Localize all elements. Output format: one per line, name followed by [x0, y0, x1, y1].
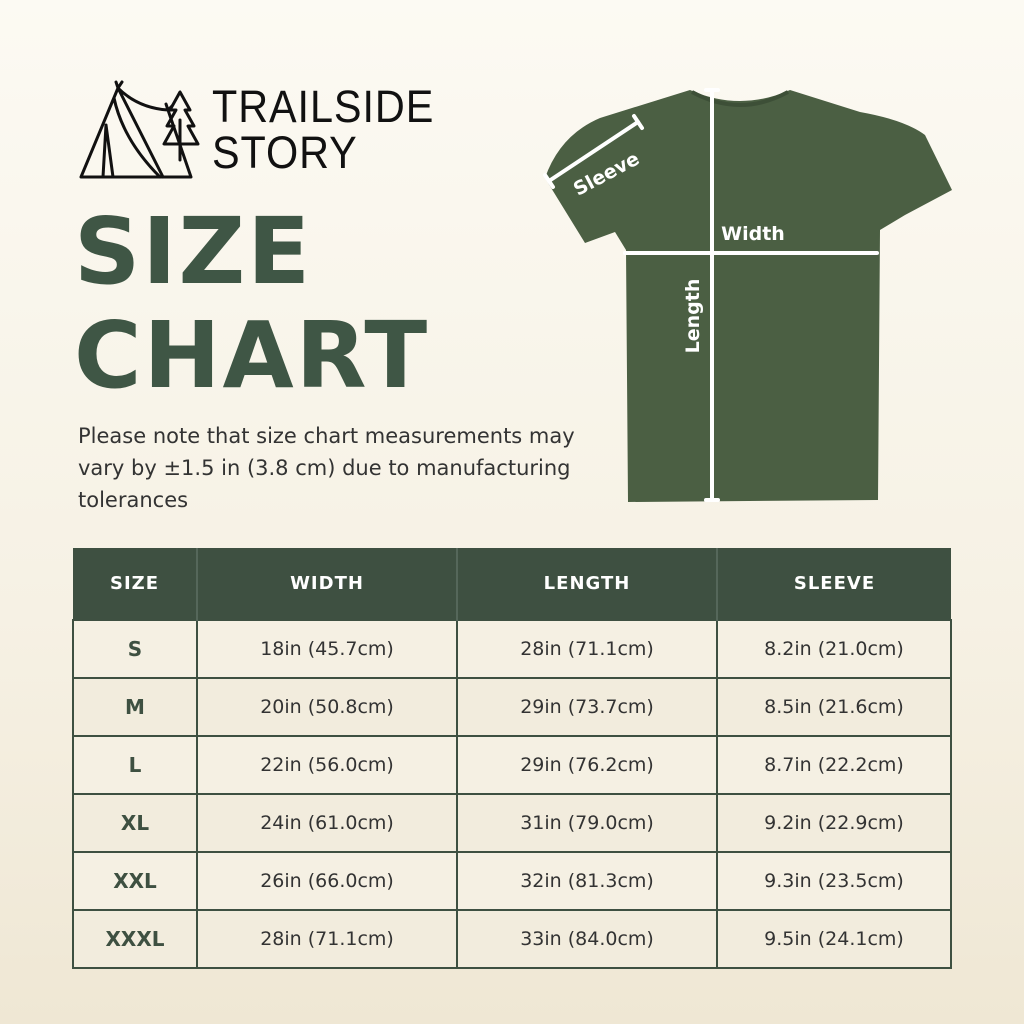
header-sleeve: SLEEVE	[716, 548, 951, 620]
sleeve-cell: 8.7in (22.2cm)	[716, 735, 952, 795]
sleeve-cell: 8.5in (21.6cm)	[716, 677, 952, 737]
length-label: Length	[682, 279, 704, 354]
size-table: SIZE WIDTH LENGTH SLEEVE S 18in (45.7cm) 2…	[72, 548, 952, 969]
width-cell: 22in (56.0cm)	[196, 735, 458, 795]
size-cell: XXL	[72, 851, 198, 911]
table-row: L 22in (56.0cm) 29in (76.2cm) 8.7in (22.2cm…	[72, 735, 952, 795]
header-width: WIDTH	[196, 548, 457, 620]
tolerance-note: Please note that size chart measurements…	[78, 424, 575, 512]
size-cell: XXXL	[72, 909, 198, 969]
sleeve-cell: 9.3in (23.5cm)	[716, 851, 952, 911]
width-cell: 18in (45.7cm)	[196, 619, 458, 679]
width-cell: 28in (71.1cm)	[196, 909, 458, 969]
header-size: SIZE	[73, 548, 197, 620]
length-cell: 29in (76.2cm)	[456, 735, 718, 795]
tshirt-icon	[545, 90, 952, 502]
title-line2: CHART	[74, 302, 430, 409]
length-cell: 28in (71.1cm)	[456, 619, 718, 679]
table-row: M 20in (50.8cm) 29in (73.7cm) 8.5in (21.6cm…	[72, 677, 952, 737]
size-cell: M	[72, 677, 198, 737]
header-length: LENGTH	[456, 548, 717, 620]
table-row: XL 24in (61.0cm) 31in (79.0cm) 9.2in (22.9c…	[72, 793, 952, 853]
sleeve-cell: 8.2in (21.0cm)	[716, 619, 952, 679]
brand-name: TRAILSIDE STORY	[212, 84, 454, 176]
brand-line1: TRAILSIDE	[212, 81, 435, 132]
sleeve-cell: 9.5in (24.1cm)	[716, 909, 952, 969]
tent-tree-logo-icon	[79, 80, 200, 179]
tshirt-diagram: Sleeve Width Length	[543, 88, 952, 502]
width-cell: 20in (50.8cm)	[196, 677, 458, 737]
length-cell: 33in (84.0cm)	[456, 909, 718, 969]
table-header-row: SIZE WIDTH LENGTH SLEEVE	[73, 548, 951, 620]
length-cell: 31in (79.0cm)	[456, 793, 718, 853]
width-cell: 26in (66.0cm)	[196, 851, 458, 911]
size-cell: L	[72, 735, 198, 795]
length-cell: 32in (81.3cm)	[456, 851, 718, 911]
size-cell: S	[72, 619, 198, 679]
size-cell: XL	[72, 793, 198, 853]
width-label: Width	[721, 223, 785, 245]
table-row: XXXL 28in (71.1cm) 33in (84.0cm) 9.5in (24.…	[72, 909, 952, 969]
table-row: XXL 26in (66.0cm) 32in (81.3cm) 9.3in (23.5…	[72, 851, 952, 911]
sleeve-cell: 9.2in (22.9cm)	[716, 793, 952, 853]
width-cell: 24in (61.0cm)	[196, 793, 458, 853]
title-line1: SIZE	[74, 198, 313, 305]
page-title: SIZE CHART	[74, 200, 429, 408]
table-row: S 18in (45.7cm) 28in (71.1cm) 8.2in (21.0cm…	[72, 619, 952, 679]
length-cell: 29in (73.7cm)	[456, 677, 718, 737]
brand-line2: STORY	[212, 127, 358, 178]
